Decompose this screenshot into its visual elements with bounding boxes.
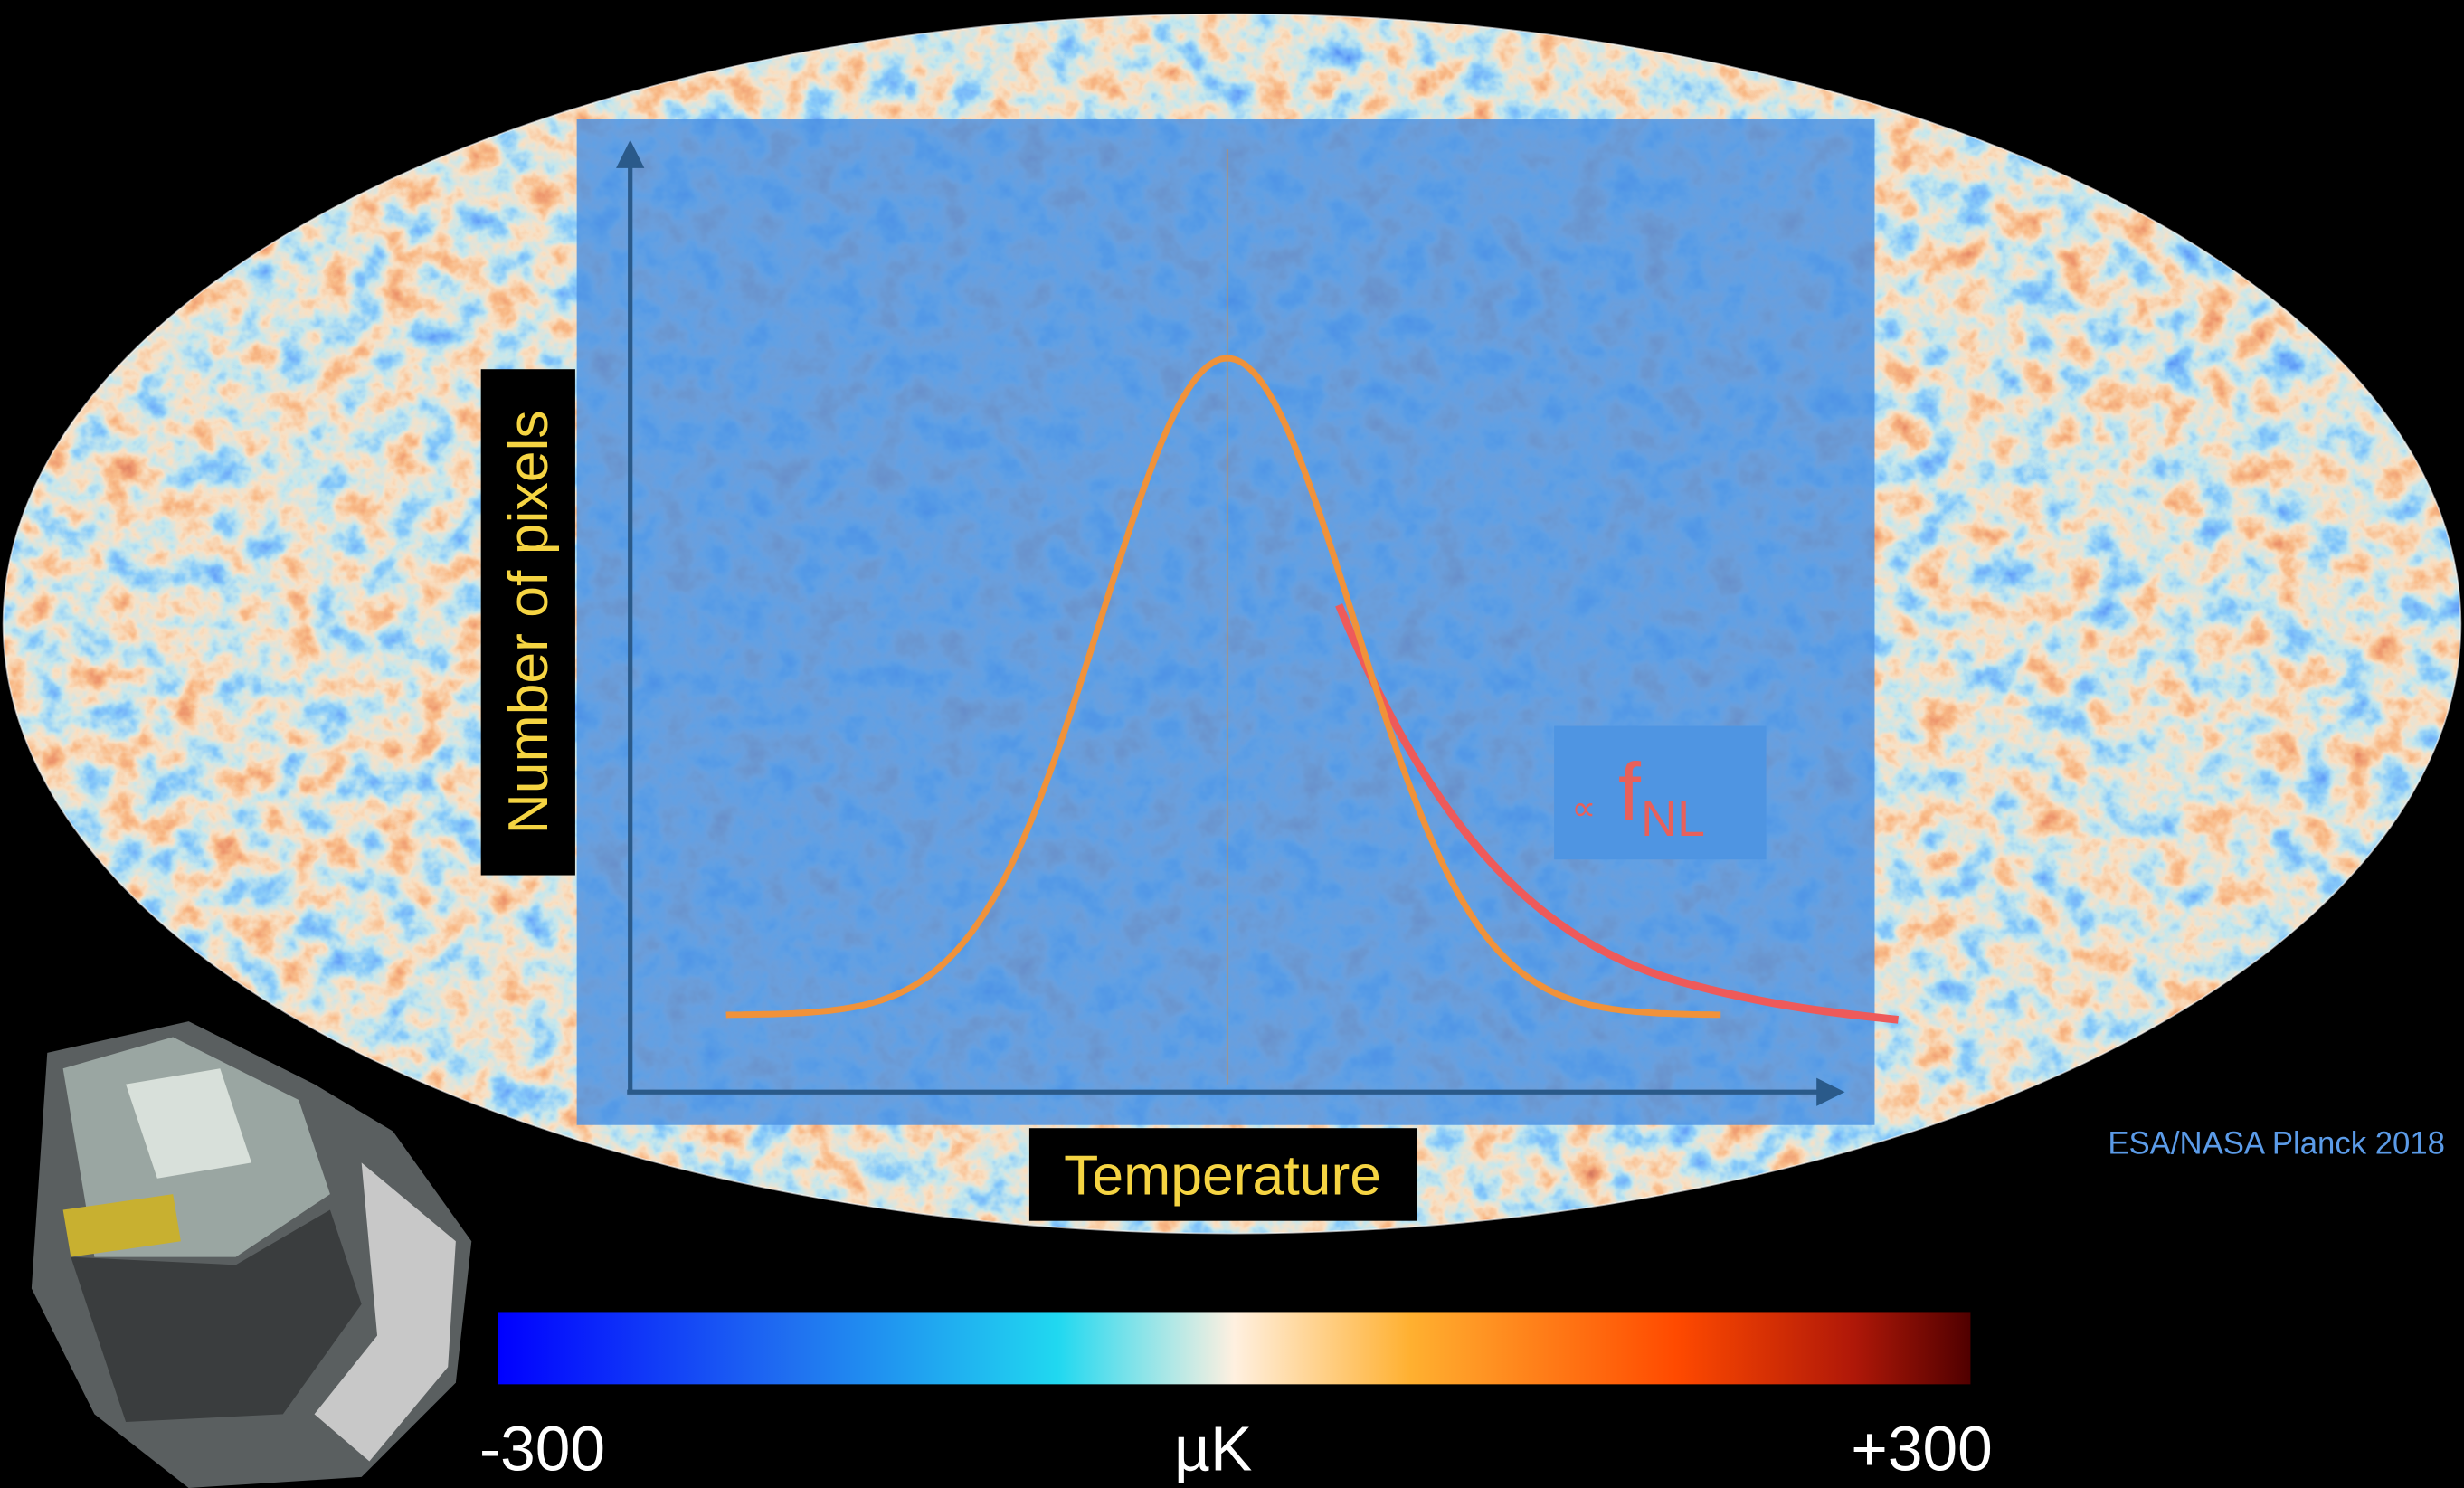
- x-axis-label: Temperature: [1064, 1143, 1381, 1207]
- annotation: ∝ fNL: [1571, 747, 1705, 847]
- y-axis-label: Number of pixels: [497, 410, 560, 834]
- satellite: [31, 1021, 472, 1488]
- x-label-box: [1028, 1128, 1417, 1221]
- sky-outline: [2, 13, 2462, 1235]
- annotation-symbol: ∝: [1571, 790, 1596, 829]
- plot-panel: [576, 119, 1875, 1125]
- y-label-box: [480, 369, 575, 876]
- non-gaussian-curve: [1335, 603, 1899, 1024]
- annotation-subscript: NL: [1641, 791, 1705, 847]
- credit: ESA/NASA Planck 2018: [2108, 1127, 2445, 1161]
- annotation-main: f: [1618, 747, 1642, 839]
- colorbar-unit: µK: [1174, 1414, 1252, 1484]
- colorbar-max: +300: [1851, 1414, 1992, 1484]
- gaussian-curve: [725, 355, 1721, 1019]
- colorbar: [498, 1312, 1971, 1385]
- colorbar-min: -300: [479, 1414, 605, 1484]
- annotation-box: [1554, 725, 1767, 860]
